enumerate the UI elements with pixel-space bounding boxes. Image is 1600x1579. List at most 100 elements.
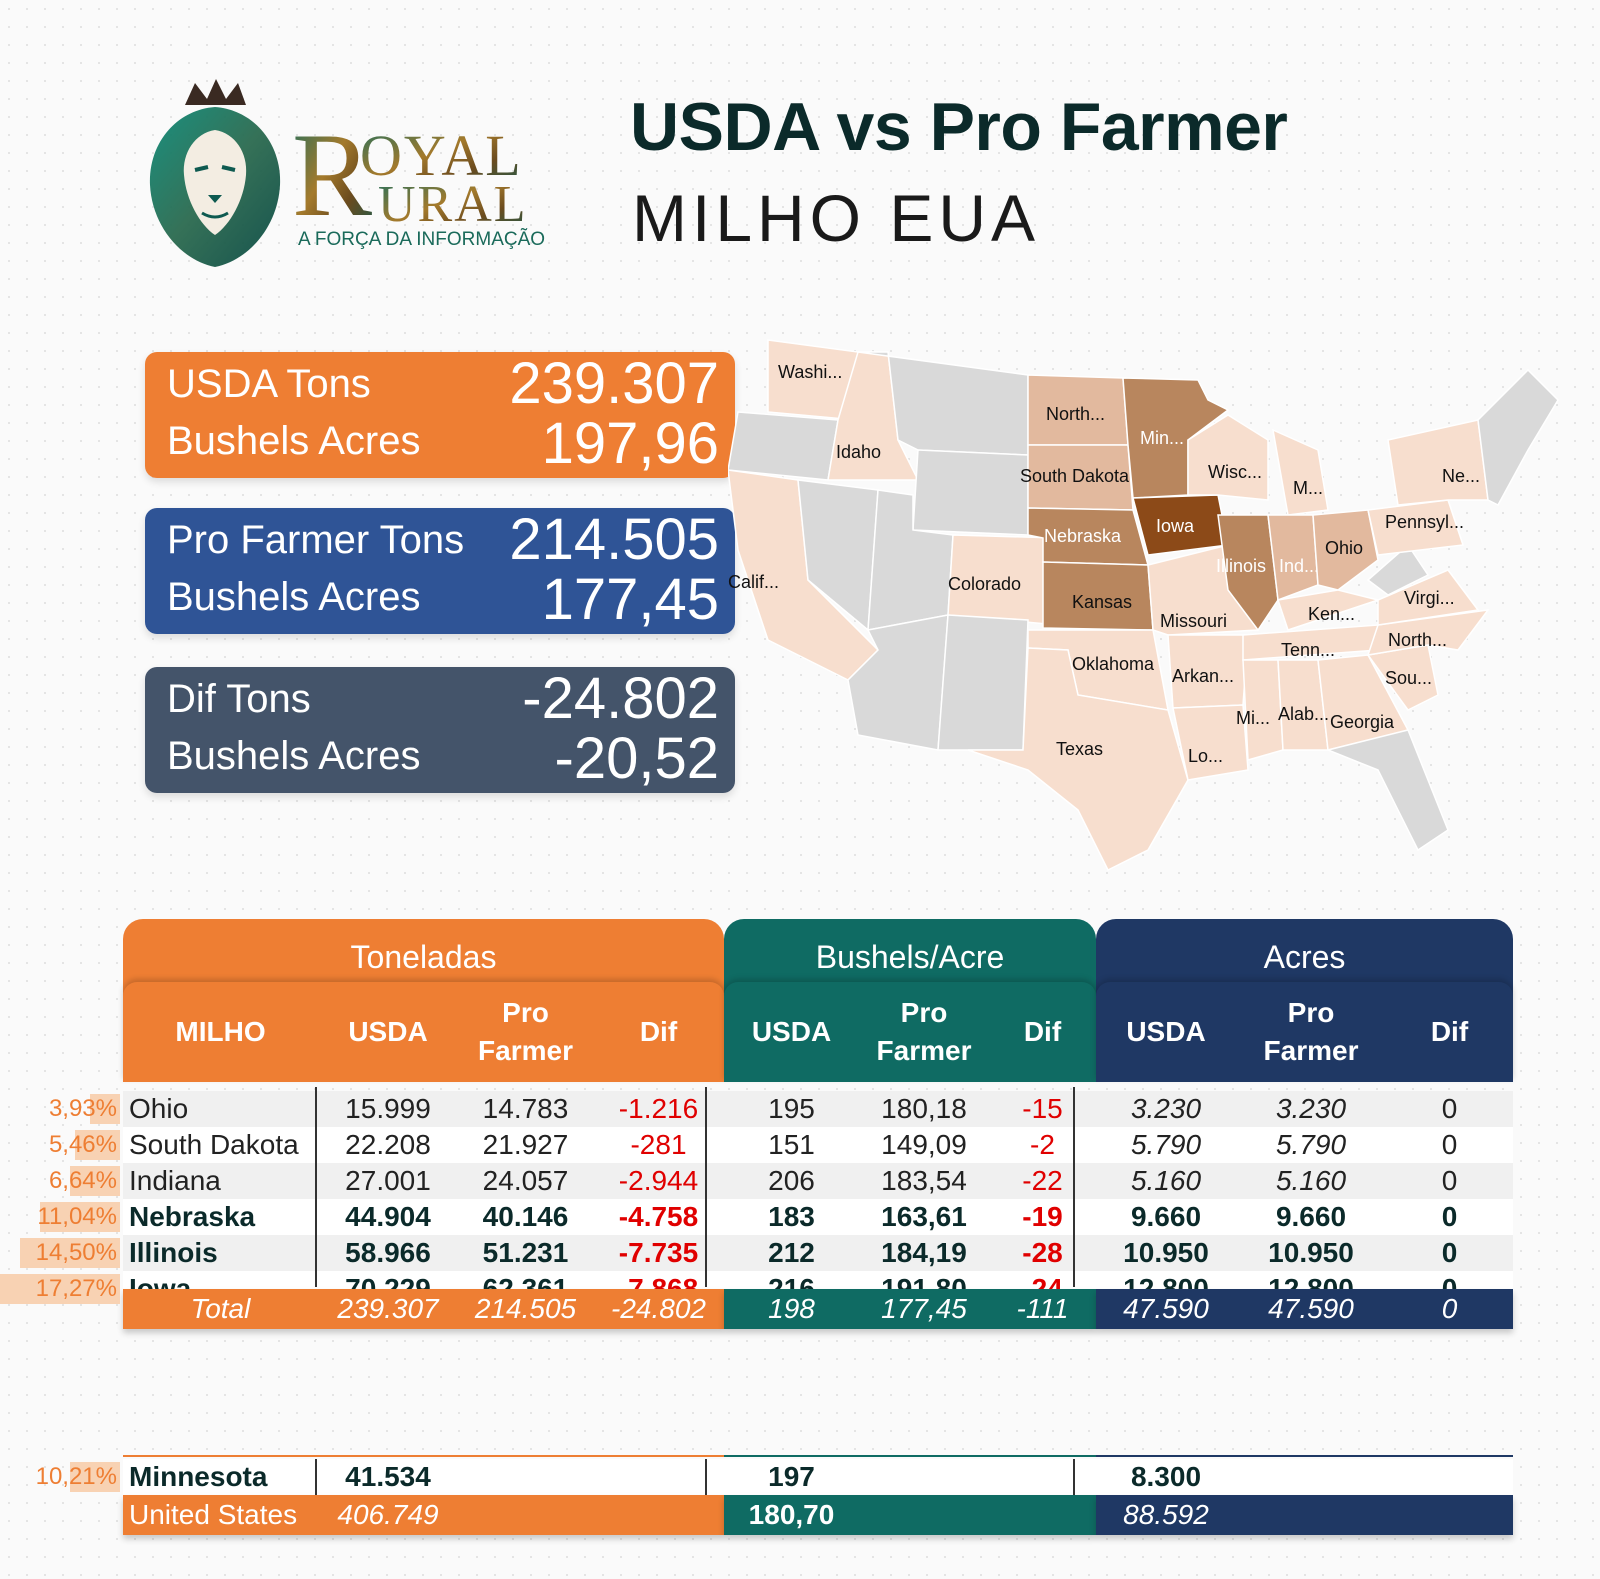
us-row-toneladas: United States 406.749 xyxy=(123,1495,724,1535)
header-toneladas: MILHO USDA Pro Farmer Dif xyxy=(123,982,724,1082)
usda-tons-label: USDA Tons xyxy=(167,362,371,406)
bottom-divider-2 xyxy=(705,1459,707,1495)
usda-bushels-label: Bushels Acres xyxy=(167,419,421,463)
us-corn-map: Washi... Idaho Calif... Colorado North..… xyxy=(727,330,1598,890)
svg-text:Calif...: Calif... xyxy=(728,572,779,592)
state-west-virginia xyxy=(1366,543,1430,596)
cell-t-pf: 14.783 xyxy=(482,1093,569,1124)
share-percentage: 17,27% xyxy=(35,1275,117,1302)
bottom-divider-3 xyxy=(1073,1459,1075,1495)
svg-text:Missouri: Missouri xyxy=(1160,611,1227,631)
total-t-dif: -24.802 xyxy=(611,1293,706,1324)
table-row: Illinois 58.966 51.231 -7.735 212 184,19 -28 10… xyxy=(123,1235,1513,1271)
page-title: USDA vs Pro Farmer xyxy=(630,89,1288,165)
svg-text:Illinois: Illinois xyxy=(1216,556,1266,576)
cell-t-dif: -281 xyxy=(630,1129,687,1160)
total-label: Total xyxy=(190,1293,251,1324)
col-milho: MILHO xyxy=(175,1016,266,1047)
cell-a-pf: 5.790 xyxy=(1275,1129,1347,1160)
share-percentage: 6,64% xyxy=(48,1167,117,1194)
cell-b-usda: 183 xyxy=(768,1201,815,1232)
total-a-usda: 47.590 xyxy=(1123,1293,1209,1324)
svg-text:Wisc...: Wisc... xyxy=(1208,462,1262,482)
dif-tons-label: Dif Tons xyxy=(167,677,311,721)
svg-text:Ind...: Ind... xyxy=(1279,556,1319,576)
group-toneladas-title: Toneladas xyxy=(350,939,497,975)
row-state-name: Nebraska xyxy=(129,1201,256,1232)
bottom-rule-navy xyxy=(1096,1455,1513,1457)
cell-t-dif: -4.758 xyxy=(618,1201,699,1232)
cell-b-pf: 180,18 xyxy=(881,1093,967,1124)
col-b-profarmer: Pro Farmer xyxy=(876,997,972,1066)
total-row-toneladas: Total 239.307 214.505 -24.802 xyxy=(123,1289,724,1329)
state-new-england xyxy=(1477,368,1559,506)
cell-t-usda: 58.966 xyxy=(345,1237,431,1268)
svg-text:Alab...: Alab... xyxy=(1278,704,1329,724)
state-florida xyxy=(1325,729,1449,852)
cell-t-usda: 44.904 xyxy=(345,1201,431,1232)
minnesota-share-bar xyxy=(70,1462,120,1492)
header-acres: USDA Pro Farmer Dif xyxy=(1096,982,1513,1082)
cell-a-pf: 5.160 xyxy=(1275,1165,1347,1196)
share-bar xyxy=(20,1238,120,1268)
state-wyoming xyxy=(912,449,1029,536)
state-virginia xyxy=(1377,569,1480,626)
total-row-acres: 47.590 47.590 0 xyxy=(1096,1289,1513,1329)
svg-text:Sou...: Sou... xyxy=(1385,668,1432,688)
state-texas xyxy=(967,647,1189,872)
state-louisiana xyxy=(1172,704,1249,781)
cell-b-dif: -15 xyxy=(1022,1093,1063,1124)
cell-b-dif: -22 xyxy=(1022,1165,1063,1196)
col-b-usda: USDA xyxy=(751,1016,832,1047)
cell-b-dif: -28 xyxy=(1022,1237,1063,1268)
svg-text:Arkan...: Arkan... xyxy=(1172,666,1234,686)
minnesota-bushels: 197 xyxy=(768,1461,815,1492)
svg-text:Tenn...: Tenn... xyxy=(1281,640,1335,660)
cell-a-dif: 0 xyxy=(1441,1165,1458,1196)
dif-bushels-value: -20,52 xyxy=(554,726,719,791)
svg-text:URAL: URAL xyxy=(378,176,528,233)
divider-name xyxy=(315,1087,317,1287)
state-oregon xyxy=(727,411,839,481)
usda-tons-value: 239.307 xyxy=(509,351,719,416)
col-a-dif: Dif xyxy=(1430,1016,1469,1047)
cell-b-usda: 212 xyxy=(768,1237,815,1268)
table-row: South Dakota 22.208 21.927 -281 151 149,09 -2 5… xyxy=(123,1127,1513,1163)
bottom-table: Minnesota 41.534 197 8.300 United States… xyxy=(123,1455,1513,1555)
bottom-divider-1 xyxy=(315,1459,317,1495)
us-name: United States xyxy=(129,1499,298,1530)
share-percentage: 11,04% xyxy=(37,1203,117,1230)
dif-bushels-label: Bushels Acres xyxy=(167,734,421,778)
share-percentage: 5,46% xyxy=(48,1131,117,1158)
minnesota-share: 10,21% xyxy=(35,1463,117,1490)
cell-t-usda: 15.999 xyxy=(345,1093,431,1124)
row-state-name: Ohio xyxy=(129,1093,189,1124)
total-a-dif: 0 xyxy=(1441,1293,1458,1324)
svg-text:Virgi...: Virgi... xyxy=(1404,588,1455,608)
svg-text:Mi...: Mi... xyxy=(1236,708,1270,728)
cell-a-dif: 0 xyxy=(1441,1201,1458,1232)
cell-a-dif: 0 xyxy=(1441,1237,1458,1268)
table-row: Ohio 15.999 14.783 -1.216 195 180,18 -15 3.230 3… xyxy=(123,1091,1513,1127)
share-percentage: 3,93% xyxy=(48,1095,117,1122)
cell-t-usda: 27.001 xyxy=(345,1165,431,1196)
svg-text:Kansas: Kansas xyxy=(1072,592,1132,612)
total-t-usda: 239.307 xyxy=(337,1293,439,1324)
table-row-minnesota: Minnesota 41.534 197 8.300 xyxy=(123,1459,1513,1495)
svg-text:Oklahoma: Oklahoma xyxy=(1072,654,1155,674)
svg-text:Idaho: Idaho xyxy=(836,442,881,462)
total-b-usda: 198 xyxy=(768,1293,815,1324)
royal-rural-logo: R OYAL URAL A FORÇA DA INFORMAÇÃO xyxy=(140,75,580,275)
dif-tons-value: -24.802 xyxy=(522,666,719,731)
group-acres-title: Acres xyxy=(1263,939,1346,975)
svg-text:Ken...: Ken... xyxy=(1308,604,1355,624)
us-row-acres: 88.592 xyxy=(1096,1495,1513,1535)
cell-b-pf: 183,54 xyxy=(881,1165,967,1196)
svg-text:North...: North... xyxy=(1046,404,1105,424)
svg-text:Pennsyl...: Pennsyl... xyxy=(1385,512,1464,532)
header-bushels: USDA Pro Farmer Dif xyxy=(724,982,1096,1082)
svg-text:OYAL: OYAL xyxy=(360,123,523,188)
cell-b-dif: -2 xyxy=(1030,1129,1055,1160)
svg-text:A FORÇA DA INFORMAÇÃO: A FORÇA DA INFORMAÇÃO xyxy=(298,228,545,250)
cell-b-pf: 163,61 xyxy=(881,1201,967,1232)
